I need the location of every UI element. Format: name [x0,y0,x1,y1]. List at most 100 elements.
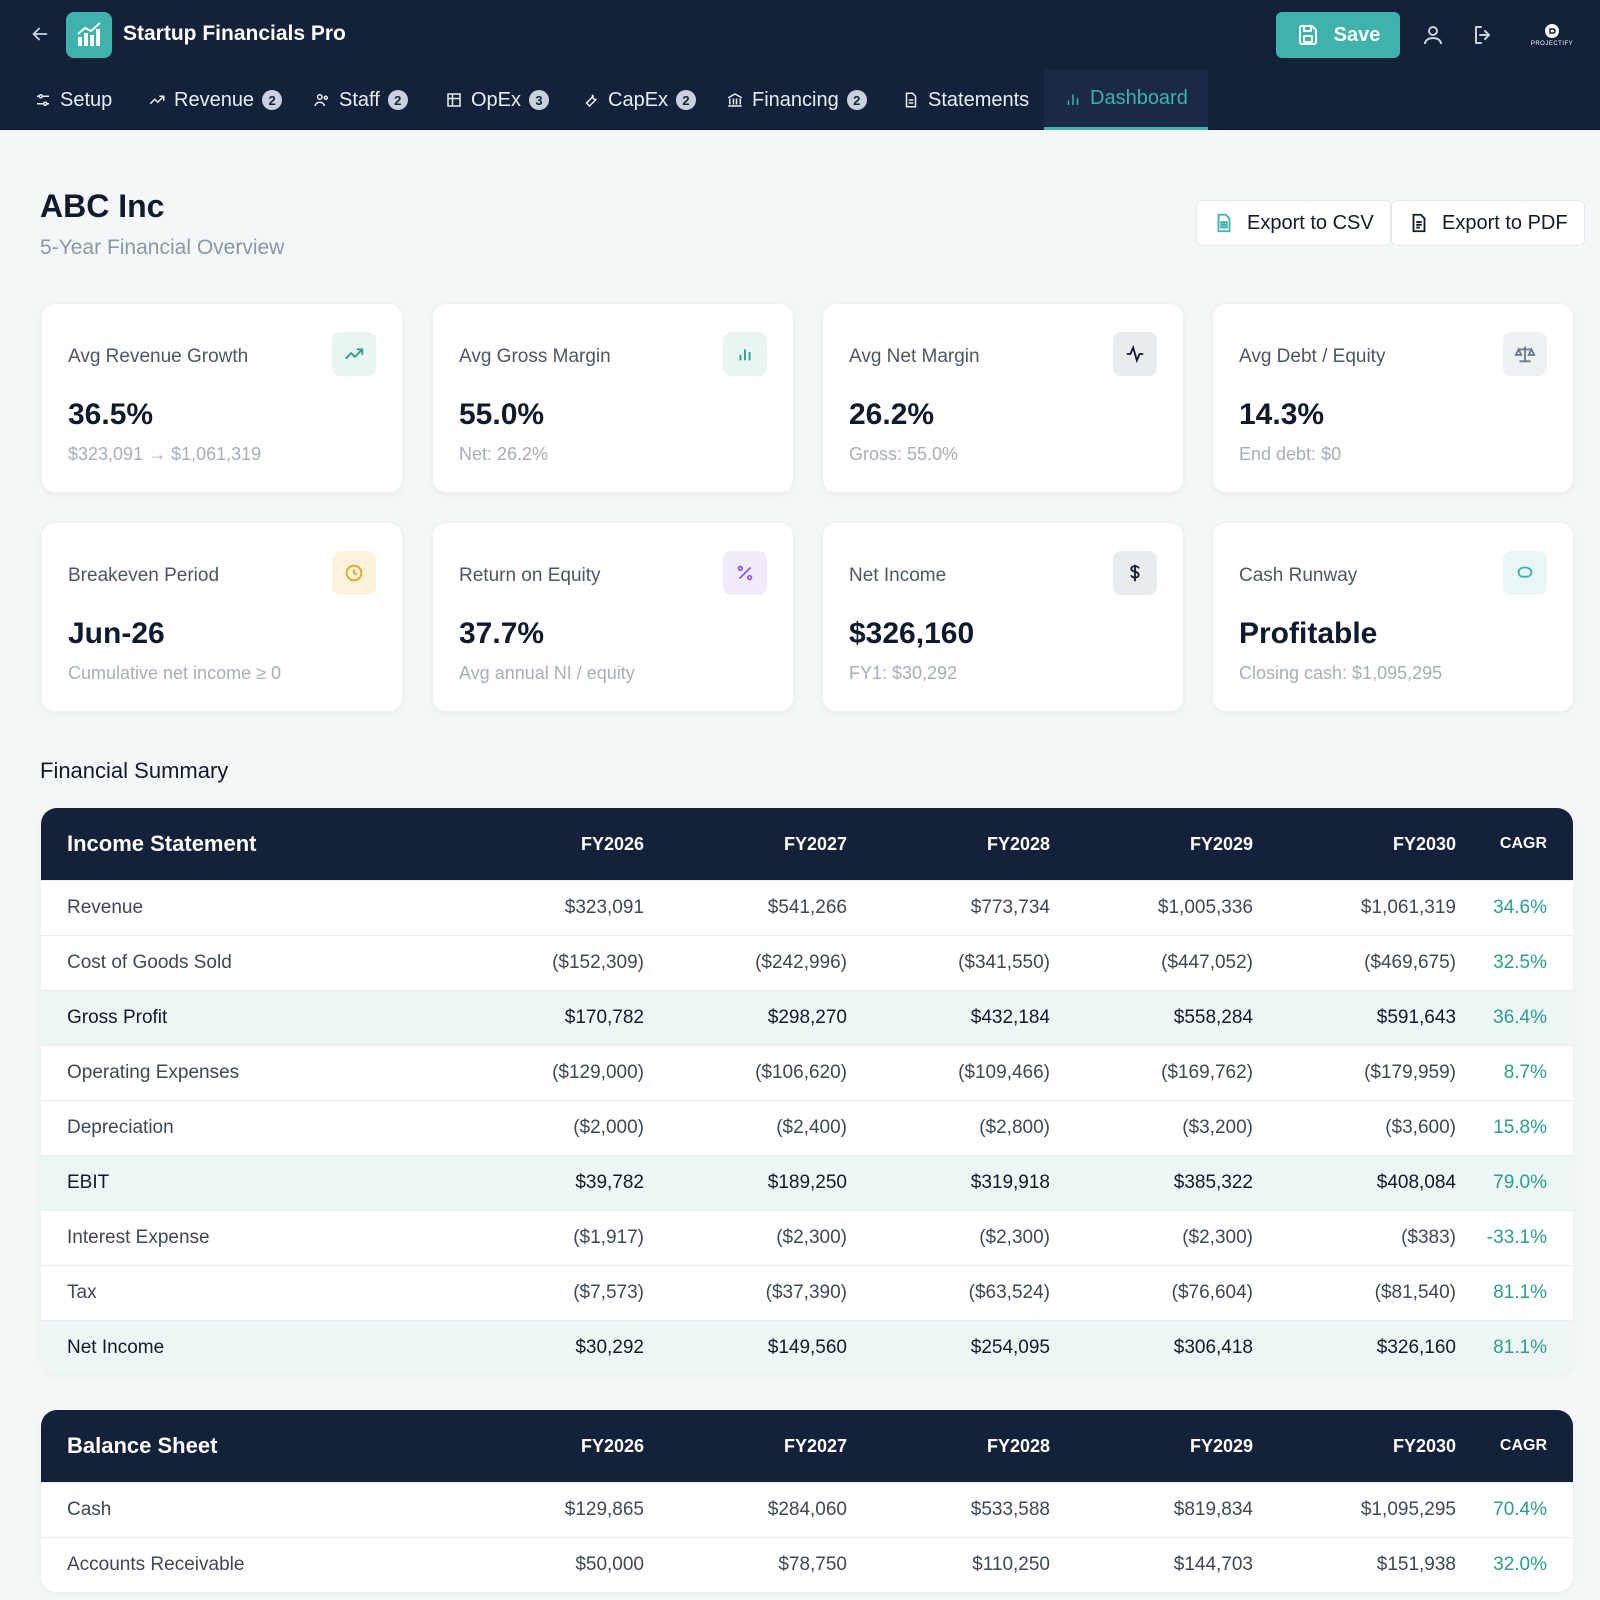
table-cell: $819,834 [1173,1499,1253,1520]
table-header: Income Statement FY2026 FY2027 FY2028 FY… [41,808,1573,880]
column-header: FY2028 [986,833,1050,854]
table-cell: ($81,540) [1374,1282,1456,1303]
table-title: Income Statement [67,831,257,856]
row-label: Net Income [67,1337,165,1358]
table-cell: $30,292 [575,1337,644,1358]
table-cell: ($2,300) [1182,1227,1253,1248]
table-cell: $254,095 [970,1337,1050,1358]
count-badge: 2 [387,90,408,110]
cagr-cell: 81.1% [1493,1337,1547,1358]
table-cell: ($2,300) [776,1227,847,1248]
pdf-file-icon [1412,213,1426,233]
card-subtext: Closing cash: $1,095,295 [1239,663,1443,683]
tab-statements[interactable]: Statements [902,70,1029,130]
table-row: Gross Profit $170,782 $298,270 $432,184 $558… [41,990,1573,1045]
percent-icon [723,551,767,595]
table-cell: ($109,466) [958,1062,1050,1083]
table-cell: ($2,000) [573,1117,644,1138]
cagr-cell: 8.7% [1503,1062,1547,1083]
table-row: Interest Expense ($1,917) ($2,300) ($2,300)… [41,1210,1573,1265]
table-row: Accounts Receivable $50,000 $78,750 $110,25… [41,1537,1573,1592]
piggy-bank-icon [1503,551,1547,595]
trending-up-icon [332,332,376,376]
cagr-cell: 81.1% [1493,1282,1547,1303]
table-cell: $408,084 [1376,1172,1456,1193]
table-cell: $558,284 [1173,1007,1253,1028]
card-value: 26.2% [849,398,935,431]
table-cell: ($447,052) [1161,952,1253,973]
card-value: Jun-26 [68,617,165,650]
kpi-card-breakeven: Breakeven Period Jun-26 Cumulative net i… [41,522,403,712]
tab-label: Dashboard [1090,87,1188,109]
export-csv-label: Export to CSV [1247,211,1374,234]
table-cell: ($179,959) [1364,1062,1456,1083]
back-arrow-icon[interactable] [26,20,54,48]
table-cell: $326,160 [1376,1337,1456,1358]
column-header: FY2030 [1392,1435,1456,1456]
export-pdf-button[interactable]: Export to PDF [1391,200,1585,246]
export-csv-button[interactable]: Export to CSV [1196,200,1391,246]
card-label: Breakeven Period [68,565,220,586]
table-row: Cash $129,865 $284,060 $533,588 $819,834 $1,0… [41,1482,1573,1537]
tab-label: Statements [928,88,1030,111]
top-bar: Startup Financials Pro Save PROJECTIFY [0,0,1600,70]
table-cell: ($152,309) [552,952,644,973]
table-cell: $50,000 [575,1554,644,1575]
cagr-cell: 32.0% [1493,1554,1547,1575]
table-cell: $533,588 [970,1499,1050,1520]
page-title: ABC Inc [40,188,165,224]
table-cell: $432,184 [970,1007,1050,1028]
card-value: Profitable [1239,617,1378,650]
tab-setup[interactable]: Setup [34,70,112,130]
column-header: FY2026 [580,833,644,854]
card-subtext: Avg annual NI / equity [459,663,635,683]
card-subtext: $323,091 → $1,061,319 [68,444,262,464]
users-icon [314,94,328,107]
save-button[interactable]: Save [1276,12,1400,58]
table-cell: ($469,675) [1364,952,1456,973]
dollar-icon [1113,551,1157,595]
tab-label: Revenue [174,88,255,111]
table-cell: ($63,524) [968,1282,1050,1303]
tab-opex[interactable]: OpEx 3 [445,70,550,130]
cagr-cell: 32.5% [1493,952,1547,973]
tab-financing[interactable]: Financing 2 [726,70,867,130]
table-row: Tax ($7,573) ($37,390) ($63,524) ($76,604) ($… [41,1265,1573,1320]
table-cell: $149,560 [767,1337,847,1358]
column-header: FY2027 [783,833,847,854]
table-cell: $323,091 [564,897,644,918]
tab-capex[interactable]: CapEx 2 [582,70,697,130]
kpi-card-gross-margin: Avg Gross Margin 55.0% Net: 26.2% [432,303,794,493]
column-header: FY2029 [1189,833,1253,854]
table-cell: ($383) [1401,1227,1456,1248]
card-label: Avg Debt / Equity [1239,346,1386,367]
table-cell: $189,250 [767,1172,847,1193]
table-cell: ($76,604) [1171,1282,1253,1303]
tab-label: CapEx [608,88,669,111]
table-cell: $78,750 [778,1554,847,1575]
row-label: Cash [67,1499,112,1520]
table-cell: $541,266 [767,897,847,918]
table-cell: $39,782 [575,1172,644,1193]
user-icon[interactable] [1418,20,1448,50]
table-row: Depreciation ($2,000) ($2,400) ($2,800) ($3,… [41,1100,1573,1155]
tab-dashboard[interactable]: Dashboard [1044,70,1208,130]
card-subtext: Net: 26.2% [459,444,549,464]
clock-icon [332,551,376,595]
table-cell: ($1,917) [573,1227,644,1248]
table-row: Revenue $323,091 $541,266 $773,734 $1,005,33… [41,880,1573,935]
count-badge: 2 [262,90,283,110]
table-cell: $144,703 [1173,1554,1253,1575]
table-cell: $319,918 [970,1172,1050,1193]
card-subtext: End debt: $0 [1239,444,1342,464]
card-value: 36.5% [68,398,154,431]
tab-staff[interactable]: Staff 2 [313,70,408,130]
row-label: Depreciation [67,1117,174,1138]
tab-revenue[interactable]: Revenue 2 [148,70,283,130]
row-label: Interest Expense [67,1227,210,1248]
table-cell: $306,418 [1173,1337,1253,1358]
logout-icon[interactable] [1468,20,1498,50]
count-badge: 2 [846,90,867,110]
card-label: Avg Revenue Growth [68,346,249,367]
table-cell: ($2,800) [979,1117,1050,1138]
